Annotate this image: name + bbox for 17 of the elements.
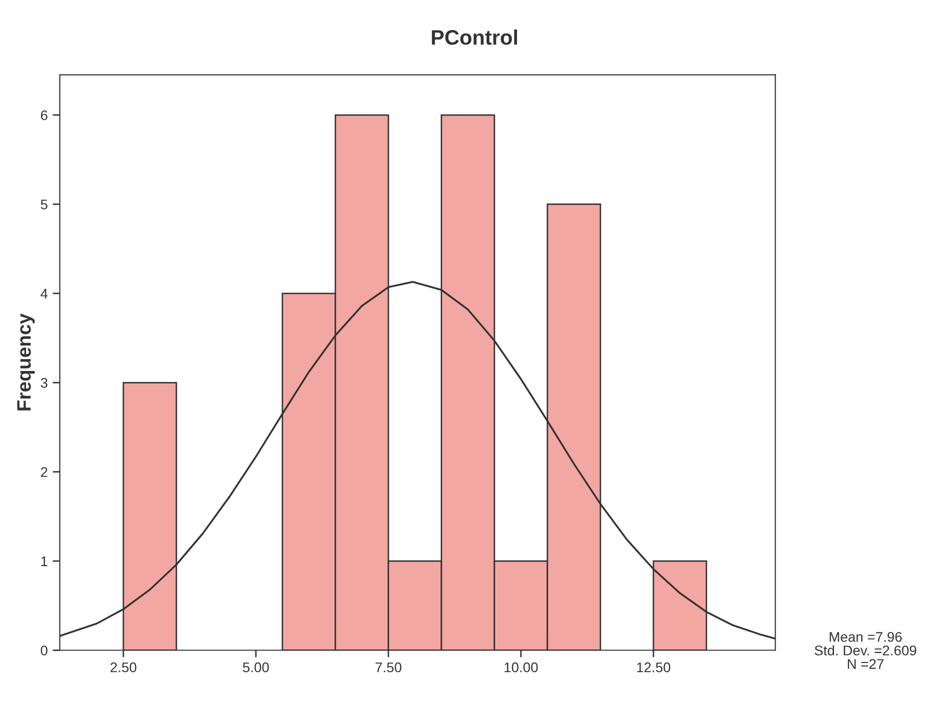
x-tick-label: 10.00	[504, 662, 538, 672]
y-tick-label: 6	[40, 110, 48, 120]
x-tick-label: 7.50	[376, 662, 402, 672]
y-tick-label: 0	[40, 646, 48, 656]
y-tick-label: 2	[40, 467, 48, 477]
y-tick-label: 5	[40, 200, 48, 210]
x-tick-label: 12.50	[637, 662, 670, 672]
y-axis-title: Frequency	[17, 313, 35, 410]
x-tick-label: 5.00	[242, 662, 269, 672]
chart-title: PControl	[432, 30, 517, 45]
y-tick-label: 1	[41, 556, 48, 566]
y-tick-label: 3	[40, 378, 48, 388]
text: N =27	[848, 659, 884, 669]
x-tick-label: 2.50	[110, 662, 136, 672]
text: Std. Dev. =2.609	[814, 645, 916, 656]
text: Mean =7.96	[830, 632, 902, 642]
y-tick-label: 4	[40, 288, 48, 298]
